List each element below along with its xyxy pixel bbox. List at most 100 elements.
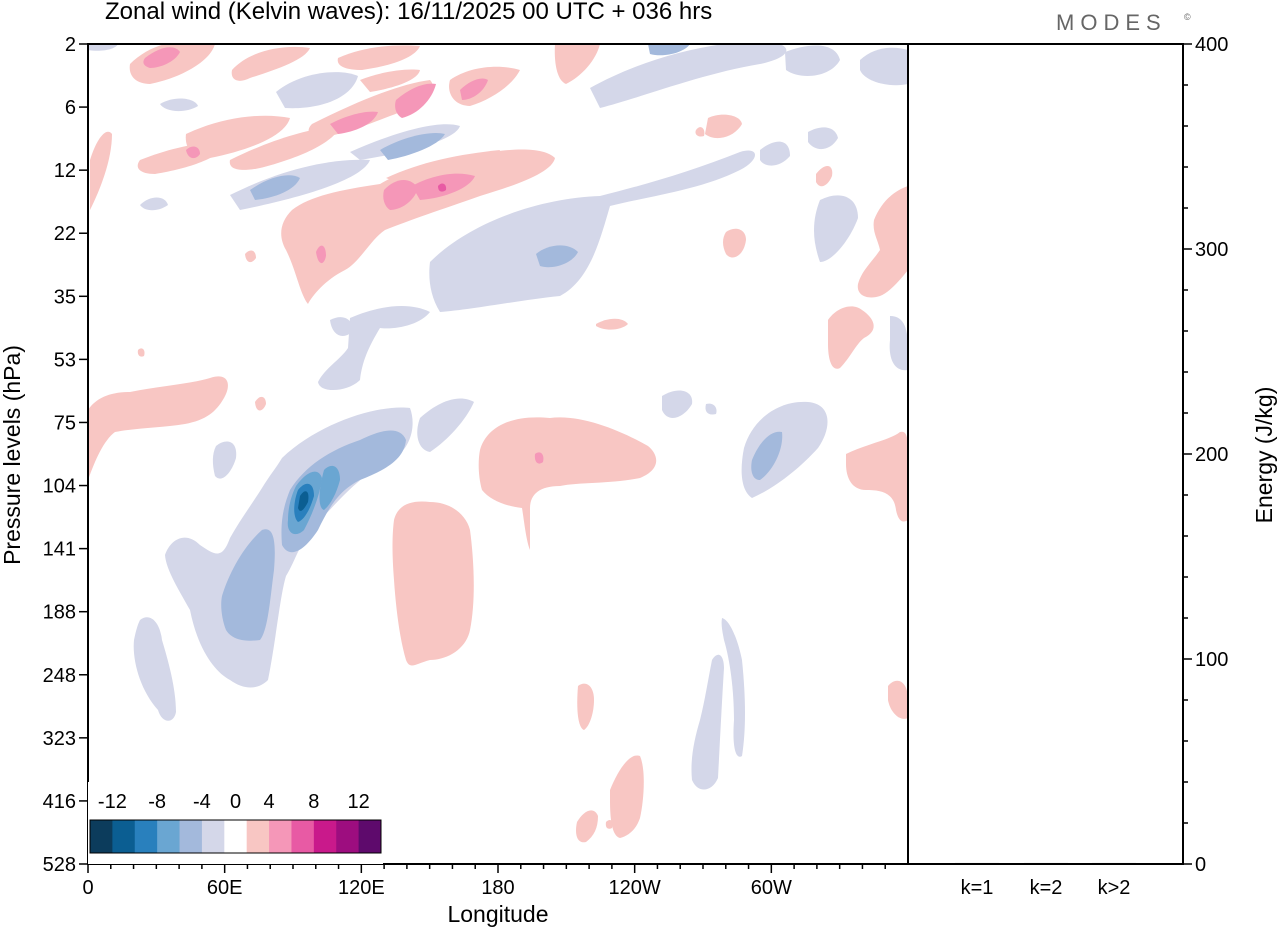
pos-contour <box>186 146 200 159</box>
legend-swatch <box>90 820 113 853</box>
legend-label: 4 <box>264 791 275 813</box>
pos-contour <box>245 250 256 263</box>
pos-contour <box>392 501 474 666</box>
longitude-axis: 0 60E 120E 180 120W 60W <box>82 864 886 899</box>
legend-label: 8 <box>308 791 319 813</box>
pos-contour <box>395 83 436 118</box>
neg-contour <box>221 529 275 641</box>
neg-contour <box>721 618 745 757</box>
neg-contour <box>212 441 237 479</box>
neg-contour <box>808 127 838 150</box>
neg-contour <box>281 430 406 553</box>
pos-contour <box>316 245 326 264</box>
pos-contour <box>577 683 594 730</box>
legend-swatch <box>179 820 203 853</box>
legend-swatch <box>336 820 360 853</box>
pos-contour <box>478 417 657 550</box>
neg-contour <box>330 317 353 336</box>
y-tick-label: 528 <box>43 854 76 876</box>
energy-bar <box>955 862 999 864</box>
legend-swatch <box>157 820 181 853</box>
pos-contour <box>383 179 418 210</box>
pos-contour <box>255 396 266 411</box>
wavenumber-label: k>2 <box>1098 877 1131 899</box>
copyright-mark: © <box>1184 12 1191 22</box>
positive-anomalies-strong <box>438 183 447 192</box>
legend-swatch <box>358 820 382 853</box>
wavenumber-label: k=1 <box>961 877 994 899</box>
negative-anomalies-strongest <box>298 491 309 511</box>
pos-contour <box>846 431 908 522</box>
neg-contour <box>662 390 693 418</box>
energy-tick-label: 200 <box>1195 444 1228 466</box>
neg-contour <box>133 617 176 721</box>
y-tick-label: 12 <box>54 160 76 182</box>
legend-label: 0 <box>230 791 241 813</box>
modes-logo: MODES <box>1056 10 1167 35</box>
legend-swatch <box>134 820 158 853</box>
neg-contour <box>751 431 783 480</box>
pos-contour <box>281 149 555 304</box>
energy-bar <box>1092 862 1136 864</box>
x-tick-label: 60E <box>207 877 243 899</box>
x-tick-label: 120W <box>609 877 661 899</box>
pos-contour <box>888 680 908 719</box>
pos-contour <box>231 46 310 81</box>
energy-bar <box>1024 862 1068 864</box>
energy-tick-label: 0 <box>1195 854 1206 876</box>
neg-contour <box>860 47 908 86</box>
energy-tick-label: 400 <box>1195 34 1228 56</box>
neg-contour <box>429 150 755 312</box>
energy-tick-label: 100 <box>1195 649 1228 671</box>
neg-contour <box>590 44 787 108</box>
energy-axis: 0 100 200 300 400 <box>1183 34 1228 876</box>
pos-contour <box>695 127 705 137</box>
legend-swatch <box>201 820 225 853</box>
neg-contour <box>889 316 908 371</box>
pressure-axis: 2 6 12 22 35 53 75 104 141 188 248 323 416 528 <box>43 34 88 876</box>
y-tick-label: 2 <box>65 34 76 56</box>
y-tick-label: 416 <box>43 791 76 813</box>
neg-contour <box>88 44 118 51</box>
legend-label: -12 <box>98 791 127 813</box>
legend-label: -4 <box>193 791 211 813</box>
neg-contour <box>760 141 790 166</box>
wavenumber-label: k=2 <box>1030 877 1063 899</box>
y-tick-label: 53 <box>54 349 76 371</box>
positive-anomalies-light <box>88 44 908 843</box>
legend-swatch <box>313 820 337 853</box>
positive-anomalies-medium <box>143 47 544 464</box>
y-tick-label: 6 <box>65 97 76 119</box>
chart-title: Zonal wind (Kelvin waves): 16/11/2025 00… <box>105 0 713 25</box>
energy-tick-label: 300 <box>1195 239 1228 261</box>
legend-swatch <box>112 820 136 853</box>
wavenumber-axis: k=1 k=2 k>2 <box>961 877 1131 899</box>
neg-contour <box>276 72 358 109</box>
pos-contour <box>330 111 378 134</box>
pos-contour <box>143 47 180 68</box>
neg-contour <box>705 403 717 415</box>
pos-contour <box>137 348 145 357</box>
legend-swatch <box>246 820 270 853</box>
neg-contour <box>417 398 474 452</box>
y-tick-label: 22 <box>54 223 76 245</box>
x-axis-title: Longitude <box>447 901 548 927</box>
y-tick-label: 188 <box>43 602 76 624</box>
energy-axis-title: Energy (J/kg) <box>1251 387 1277 524</box>
pos-contour <box>828 306 874 369</box>
legend-swatch <box>291 820 315 853</box>
pos-contour <box>605 820 613 829</box>
x-tick-label: 0 <box>82 877 93 899</box>
y-tick-label: 323 <box>43 728 76 750</box>
neg-contour <box>319 465 340 510</box>
pos-contour <box>229 126 340 170</box>
y-tick-label: 75 <box>54 412 76 434</box>
pos-contour <box>438 183 447 192</box>
neg-contour <box>250 175 300 200</box>
energy-plot-area <box>907 43 1184 865</box>
y-axis-title: Pressure levels (hPa) <box>0 345 25 565</box>
neg-contour <box>140 197 168 211</box>
energy-plot-frame <box>907 43 1184 865</box>
energy-bars <box>955 862 1136 864</box>
